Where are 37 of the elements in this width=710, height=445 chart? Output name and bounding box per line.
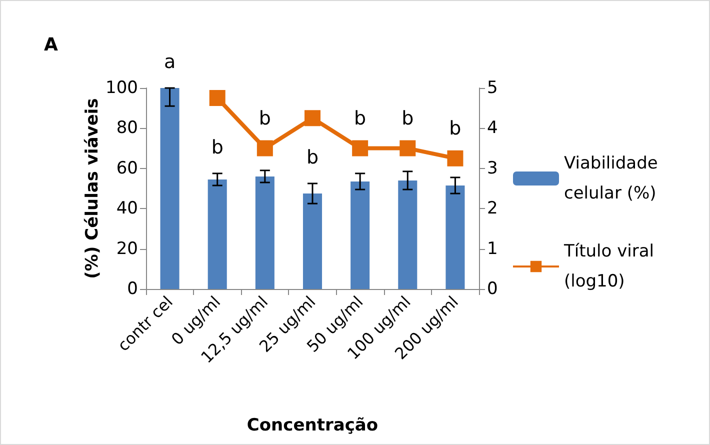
point [400, 140, 416, 156]
y2-tick-label: 5 [487, 78, 498, 98]
point [256, 140, 273, 156]
annotation: b [402, 107, 414, 130]
bar [255, 176, 274, 289]
annotation: b [354, 107, 366, 130]
annotation: b [211, 136, 224, 158]
text: a [164, 51, 176, 73]
bar [208, 179, 227, 289]
bar [398, 180, 418, 289]
y-tick-label: 80 [116, 118, 138, 138]
chart-title: A [44, 34, 58, 56]
x-axis-title: Concentração [246, 416, 378, 436]
y-tick-label: 20 [116, 238, 138, 259]
y2-tick-label: 1 [487, 238, 498, 259]
y-tick-label: 0 [127, 279, 138, 299]
point [209, 90, 226, 106]
bar [302, 194, 322, 289]
legend-label: Viabilidade celular (%) [564, 154, 664, 204]
bar [350, 181, 370, 289]
bar [160, 88, 180, 289]
y-tick-label: 100 [106, 78, 138, 98]
y2-tick-label: 4 [487, 118, 498, 138]
point [447, 150, 464, 166]
y2-tick-label: 2 [487, 198, 498, 219]
point [352, 140, 368, 156]
y-tick-label: 40 [116, 198, 138, 219]
y2-tick-label: 3 [487, 158, 498, 178]
annotation: b [306, 146, 319, 168]
y-tick-label: 60 [116, 158, 138, 178]
y-axis-title: (%) Células viáveis [82, 98, 102, 279]
point [304, 110, 320, 126]
annotation: b [258, 107, 271, 130]
legend-label: Título viral (log10) [563, 242, 660, 292]
bar [446, 185, 465, 289]
annotation: b [449, 117, 462, 140]
y2-tick-label: 0 [487, 279, 498, 299]
